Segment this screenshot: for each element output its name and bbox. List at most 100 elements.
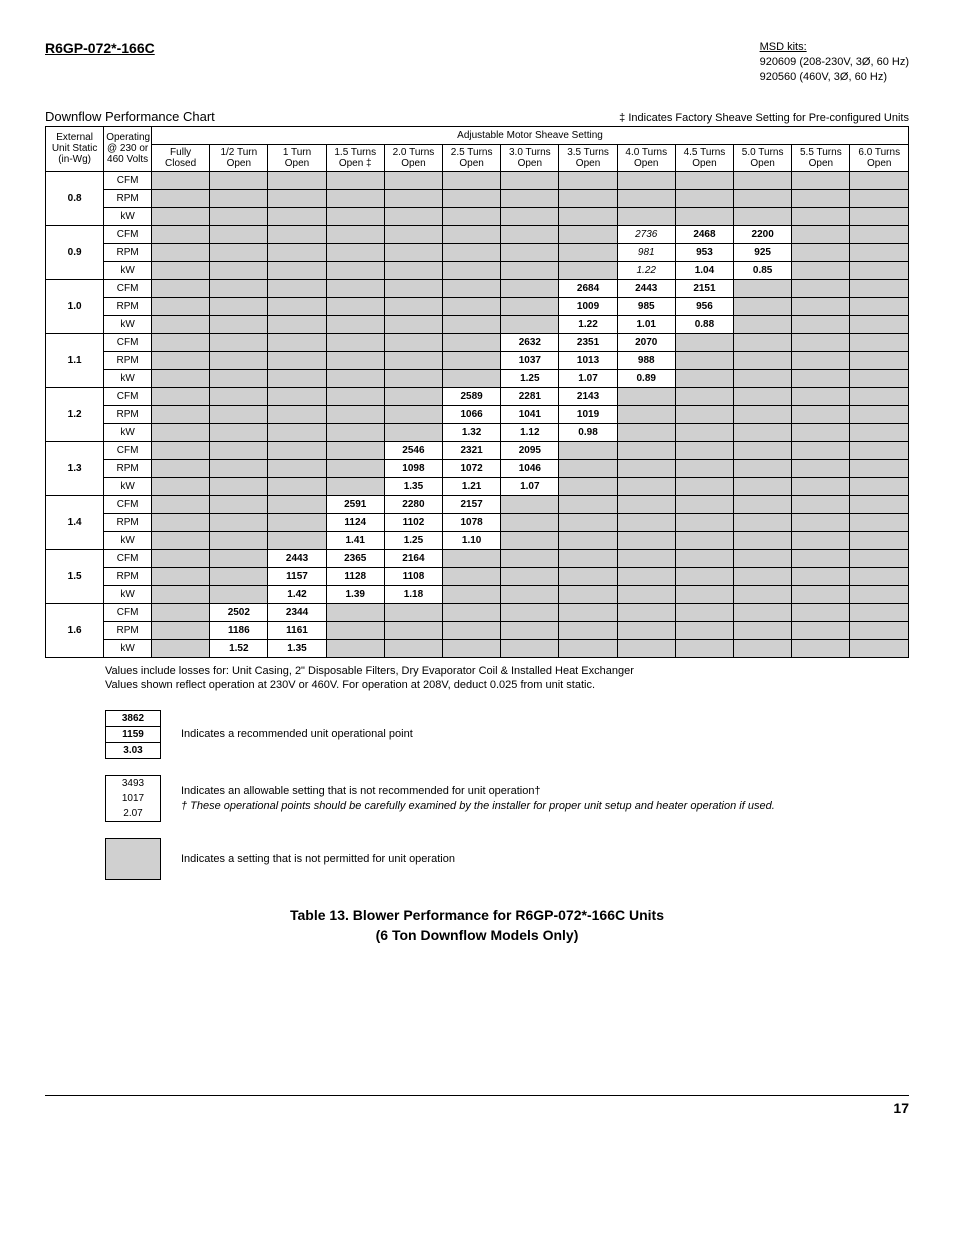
cell: 981 [617, 243, 675, 261]
cell [675, 459, 733, 477]
cell [501, 225, 559, 243]
metric-label: CFM [104, 279, 152, 297]
chart-title: Downflow Performance Chart [45, 109, 215, 124]
cell [792, 369, 850, 387]
cell [152, 513, 210, 531]
cell [792, 603, 850, 621]
cell: 1.39 [326, 585, 384, 603]
cell [850, 243, 909, 261]
cell [617, 621, 675, 639]
cell [443, 261, 501, 279]
cell [384, 261, 442, 279]
cell [501, 279, 559, 297]
cell [850, 333, 909, 351]
metric-label: RPM [104, 405, 152, 423]
cell: 1078 [443, 513, 501, 531]
metric-label: RPM [104, 513, 152, 531]
cell [675, 567, 733, 585]
metric-label: kW [104, 423, 152, 441]
cell: 1.04 [675, 261, 733, 279]
cell [443, 171, 501, 189]
cell: 1.22 [617, 261, 675, 279]
cell [384, 189, 442, 207]
cell [443, 333, 501, 351]
cell: 925 [734, 243, 792, 261]
static-1.4: 1.4 [46, 495, 104, 549]
cell [152, 621, 210, 639]
cell [326, 477, 384, 495]
cell: 2589 [443, 387, 501, 405]
cell [559, 189, 617, 207]
cell [152, 225, 210, 243]
cell [792, 243, 850, 261]
cell [152, 171, 210, 189]
cell: 1.21 [443, 477, 501, 495]
cell [675, 621, 733, 639]
cell [210, 585, 268, 603]
cell [675, 477, 733, 495]
cell [850, 441, 909, 459]
metric-label: RPM [104, 567, 152, 585]
cell [326, 315, 384, 333]
cell [792, 405, 850, 423]
cell [850, 297, 909, 315]
cell [210, 387, 268, 405]
cell [268, 423, 326, 441]
cell [268, 207, 326, 225]
static-0.9: 0.9 [46, 225, 104, 279]
cell [152, 567, 210, 585]
cell: 2280 [384, 495, 442, 513]
cell [384, 297, 442, 315]
cell [210, 279, 268, 297]
metric-label: kW [104, 639, 152, 657]
col-header-11: 5.5 Turns Open [792, 144, 850, 171]
cell [850, 603, 909, 621]
cell: 2095 [501, 441, 559, 459]
cell [152, 387, 210, 405]
col-header-8: 4.0 Turns Open [617, 144, 675, 171]
cell [268, 171, 326, 189]
cell [675, 585, 733, 603]
metric-label: RPM [104, 459, 152, 477]
cell [792, 621, 850, 639]
legend-allow-cfm: 3493 [106, 776, 161, 792]
cell [210, 207, 268, 225]
cell [734, 441, 792, 459]
cell [268, 495, 326, 513]
metric-label: CFM [104, 387, 152, 405]
table-notes: Values include losses for: Unit Casing, … [105, 664, 909, 693]
cell [326, 297, 384, 315]
legend-rec-text: Indicates a recommended unit operational… [181, 727, 413, 742]
cell [675, 441, 733, 459]
metric-label: kW [104, 369, 152, 387]
cell [501, 585, 559, 603]
cell [734, 477, 792, 495]
cell [675, 603, 733, 621]
cell [152, 459, 210, 477]
cell [501, 531, 559, 549]
cell: 2443 [268, 549, 326, 567]
cell: 1041 [501, 405, 559, 423]
col-header-1: 1/2 Turn Open [210, 144, 268, 171]
cell [792, 639, 850, 657]
cell [326, 243, 384, 261]
cell: 1.35 [384, 477, 442, 495]
cell [152, 585, 210, 603]
cell [443, 315, 501, 333]
cell [268, 243, 326, 261]
cell [559, 477, 617, 495]
cell [850, 423, 909, 441]
cell [152, 315, 210, 333]
cell [792, 549, 850, 567]
cell [792, 441, 850, 459]
legend-allow-text2: † These operational points should be car… [181, 800, 775, 812]
cell [210, 495, 268, 513]
cell [850, 621, 909, 639]
cell [501, 243, 559, 261]
cell [734, 207, 792, 225]
cell [384, 225, 442, 243]
col-header-10: 5.0 Turns Open [734, 144, 792, 171]
cell: 1072 [443, 459, 501, 477]
cell [268, 297, 326, 315]
cell [850, 369, 909, 387]
